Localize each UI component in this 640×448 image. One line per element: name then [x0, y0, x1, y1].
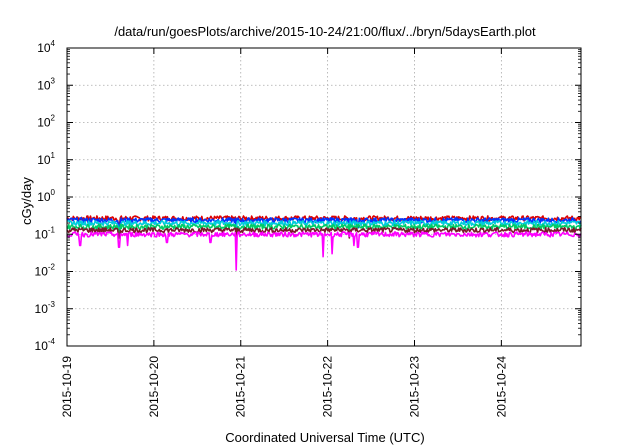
- y-tick-label: 101: [37, 151, 55, 167]
- y-tick-base: 10: [35, 302, 49, 316]
- y-tick-exponent: -1: [48, 225, 56, 234]
- y-tick-label: 10-2: [35, 263, 56, 279]
- y-tick-label: 10-3: [35, 300, 56, 316]
- axis-ticks: 10-410-310-210-11001011021031042015-10-1…: [35, 39, 581, 417]
- y-tick-label: 100: [37, 188, 55, 204]
- y-tick-base: 10: [37, 116, 51, 130]
- y-tick-base: 10: [37, 41, 51, 55]
- x-axis-label: Coordinated Universal Time (UTC): [225, 430, 424, 445]
- x-tick-label: 2015-10-23: [407, 356, 421, 418]
- y-tick-exponent: -4: [48, 337, 56, 346]
- y-tick-base: 10: [37, 190, 51, 204]
- x-tick-label: 2015-10-21: [234, 356, 248, 418]
- y-tick-label: 10-1: [35, 225, 56, 241]
- y-axis-label: cGy/day: [19, 177, 34, 225]
- y-tick-base: 10: [35, 265, 49, 279]
- series-line: [66, 231, 582, 271]
- series-line: [66, 223, 582, 236]
- y-tick-label: 102: [37, 114, 55, 130]
- y-tick-exponent: 4: [51, 39, 56, 48]
- grid-lines: [67, 48, 581, 346]
- y-tick-base: 10: [37, 153, 51, 167]
- series-line: [67, 220, 582, 233]
- y-tick-exponent: 2: [51, 114, 56, 123]
- chart-title: /data/run/goesPlots/archive/2015-10-24/2…: [114, 24, 536, 39]
- y-tick-label: 103: [37, 76, 55, 92]
- series-line: [66, 217, 582, 229]
- x-tick-label: 2015-10-22: [321, 356, 335, 418]
- y-tick-base: 10: [37, 78, 51, 92]
- x-tick-label: 2015-10-24: [494, 356, 508, 418]
- y-tick-exponent: 3: [51, 76, 56, 85]
- series-line: [66, 226, 582, 241]
- y-tick-label: 104: [37, 39, 55, 55]
- y-tick-label: 10-4: [35, 337, 56, 353]
- y-tick-exponent: 1: [51, 151, 56, 160]
- x-tick-label: 2015-10-19: [60, 356, 74, 418]
- y-tick-base: 10: [35, 339, 49, 353]
- y-tick-exponent: -3: [48, 300, 56, 309]
- x-tick-label: 2015-10-20: [147, 356, 161, 418]
- y-tick-exponent: -2: [48, 263, 56, 272]
- y-tick-exponent: 0: [51, 188, 56, 197]
- data-series: [66, 215, 582, 271]
- y-tick-base: 10: [35, 227, 49, 241]
